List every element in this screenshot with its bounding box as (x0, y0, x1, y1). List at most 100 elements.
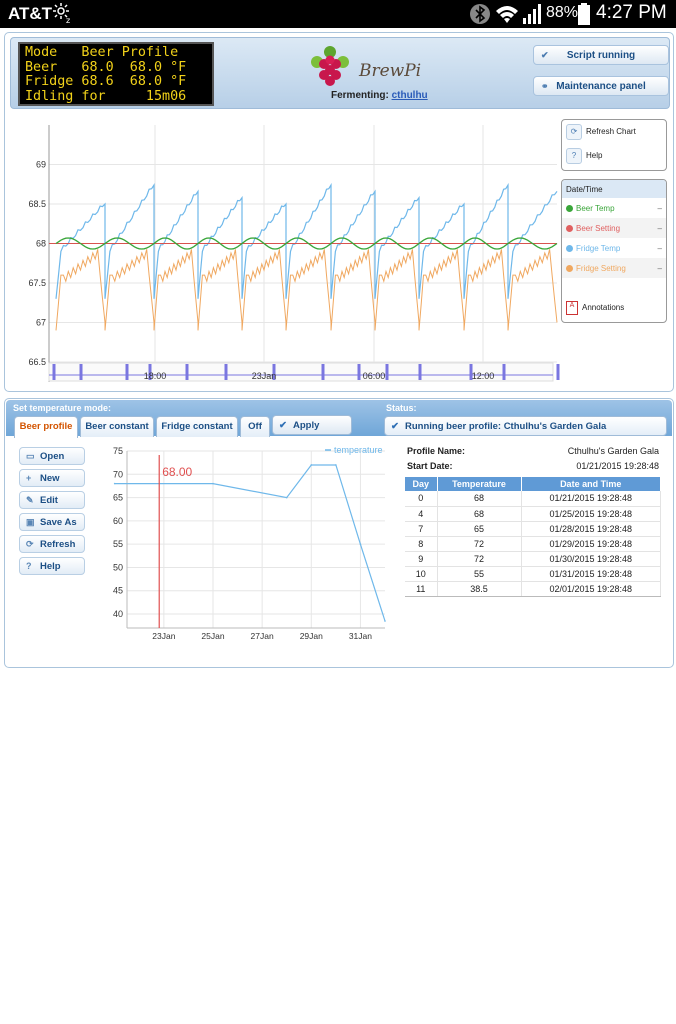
cell-temperature: 72 (437, 536, 522, 552)
y-tick-label: 55 (113, 539, 123, 549)
start-date-value: 01/21/2015 19:28:48 (576, 461, 659, 471)
table-row[interactable]: 0 68 01/21/2015 19:28:48 (405, 491, 661, 507)
annotation-marker[interactable] (224, 364, 228, 380)
lcd-line: Fridge 68.6 68.0 °F (25, 74, 187, 89)
data-point (359, 543, 362, 545)
battery-percent: 88% (546, 4, 579, 21)
tab-beer-profile[interactable]: Beer profile (14, 416, 78, 438)
script-running-button[interactable]: ✔ Script running (533, 45, 669, 65)
status-text: Running beer profile: Cthulhu's Garden G… (405, 421, 607, 432)
button-label: Refresh (40, 539, 76, 550)
cell-temperature: 38.5 (437, 581, 522, 597)
annotation-marker[interactable] (357, 364, 361, 380)
table-row[interactable]: 4 68 01/25/2015 19:28:48 (405, 506, 661, 522)
profile-chart[interactable]: 40 45 50 55 60 65 70 75 23Jan 25Jan 27Jan 29Jan 31Ja… (95, 443, 389, 643)
legend-item-fridge-temp[interactable]: Fridge Temp – (562, 238, 666, 258)
cell-day: 9 (405, 551, 438, 567)
open-profile-button[interactable]: ▭ Open (19, 447, 85, 465)
y-tick-label: 66.5 (28, 357, 46, 367)
button-label: Help (40, 561, 61, 572)
cell-temperature: 68 (437, 506, 522, 522)
sleep-icon: z (53, 3, 70, 24)
y-tick-label: 67 (36, 318, 46, 328)
legend-value: – (657, 244, 662, 253)
x-tick-label: 27Jan (251, 631, 274, 641)
annotations-toggle[interactable]: A Annotations (566, 301, 624, 315)
table-row[interactable]: 9 72 01/30/2015 19:28:48 (405, 551, 661, 567)
cell-date: 01/30/2015 19:28:48 (521, 551, 661, 567)
annotation-marker[interactable] (418, 364, 422, 380)
beer-temp-dot-icon (566, 205, 573, 212)
legend-item-beer-temp[interactable]: Beer Temp – (562, 198, 666, 218)
annotation-marker[interactable] (556, 364, 560, 380)
x-tick-label: 23Jan (252, 371, 277, 381)
button-label: Save As (40, 517, 77, 528)
x-tick-label: 12:00 (472, 371, 495, 381)
help-chart-label: Help (586, 151, 603, 161)
start-date-label: Start Date: (407, 461, 453, 471)
refresh-icon: ⟳ (566, 124, 582, 140)
clock: 4:27 PM (596, 2, 667, 23)
annotation-marker[interactable] (148, 364, 152, 380)
tab-beer-constant[interactable]: Beer constant (80, 416, 154, 437)
table-row[interactable]: 10 55 01/31/2015 19:28:48 (405, 566, 661, 582)
refresh-icon: ⟳ (26, 539, 34, 549)
help-chart-button[interactable]: ? Help (566, 148, 602, 166)
new-profile-button[interactable]: + New (19, 469, 85, 487)
save-as-button[interactable]: ▣ Save As (19, 513, 85, 531)
now-marker-label: 68.00 (162, 465, 192, 479)
lcd-line: Beer 68.0 68.0 °F (25, 59, 187, 75)
legend-item-fridge-setting[interactable]: Fridge Setting – (562, 258, 666, 278)
mode-bar-label: Set temperature mode: (13, 403, 112, 413)
y-tick-label: 60 (113, 516, 123, 526)
tab-fridge-constant[interactable]: Fridge constant (156, 416, 238, 437)
annotation-marker[interactable] (125, 364, 129, 380)
refresh-profile-button[interactable]: ⟳ Refresh (19, 535, 85, 553)
fridge-temp-dot-icon (566, 245, 573, 252)
edit-profile-button[interactable]: ✎ Edit (19, 491, 85, 509)
series-fridge-setting (55, 249, 558, 331)
refresh-chart-button[interactable]: ⟳ Refresh Chart (566, 124, 636, 142)
annotation-marker[interactable] (502, 364, 506, 380)
maintenance-panel-button[interactable]: ⚭ Maintenance panel (533, 76, 669, 96)
column-header-date: Date and Time (521, 477, 661, 491)
cell-day: 10 (405, 566, 438, 582)
annotation-marker[interactable] (52, 364, 56, 380)
lcd-line: Mode Beer Profile (25, 45, 179, 60)
cell-date: 01/25/2015 19:28:48 (521, 506, 661, 522)
lcd-line: Idling for 15m06 (25, 88, 187, 104)
annotation-marker[interactable] (469, 364, 473, 380)
cell-date: 01/31/2015 19:28:48 (521, 566, 661, 582)
script-running-label: Script running (566, 50, 636, 61)
legend-label: Beer Setting (576, 224, 621, 233)
legend-item-beer-setting[interactable]: Beer Setting – (562, 218, 666, 238)
logo-text: BrewPi (358, 61, 421, 81)
fermenting-label: Fermenting: (331, 90, 389, 101)
annotation-marker[interactable] (79, 364, 83, 380)
table-row[interactable]: 8 72 01/29/2015 19:28:48 (405, 536, 661, 552)
mode-bar: Set temperature mode: Status: Beer profi… (6, 400, 672, 438)
y-tick-label: 70 (113, 469, 123, 479)
fridge-setting-dot-icon (566, 265, 573, 272)
tab-off[interactable]: Off (240, 416, 270, 437)
lcd-display: Mode Beer Profile Beer 68.0 68.0 °F Fridge… (18, 42, 214, 106)
x-tick-label: 29Jan (300, 631, 323, 641)
annotation-marker[interactable] (272, 364, 276, 380)
annotation-marker[interactable] (185, 364, 189, 380)
apply-button[interactable]: ✔ Apply (272, 415, 352, 435)
beer-name-link[interactable]: cthulhu (391, 90, 428, 101)
temperature-chart[interactable]: 69 68.5 68 67.5 67 66.5 18:00 23Jan 06:00 12:00 (9, 115, 561, 387)
cell-temperature: 68 (437, 491, 522, 507)
annotation-marker[interactable] (385, 364, 389, 380)
x-tick-label: 18:00 (144, 371, 167, 381)
help-profile-button[interactable]: ? Help (19, 557, 85, 575)
chart-legend: Date/Time Beer Temp – Beer Setting – Fri… (561, 179, 667, 323)
annotation-marker[interactable] (321, 364, 325, 380)
button-label: New (40, 473, 60, 484)
series-beer-temp (55, 237, 558, 250)
table-row[interactable]: 11 38.5 02/01/2015 19:28:48 (405, 581, 661, 597)
raspberry-logo-icon (311, 46, 349, 86)
check-icon: ✔ (541, 50, 549, 60)
svg-text:z: z (66, 16, 70, 24)
table-row[interactable]: 7 65 01/28/2015 19:28:48 (405, 521, 661, 537)
